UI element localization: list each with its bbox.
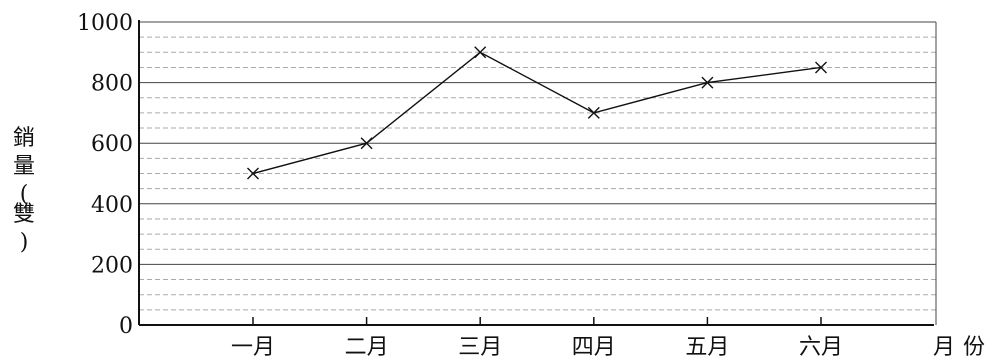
data-point-marker (701, 76, 714, 89)
x-tick-label: 六月 (799, 335, 843, 359)
x-tick-label: 一月 (231, 335, 275, 359)
y-axis-title: 銷量(雙) (13, 126, 35, 255)
y-tick-labels: 0 200 400 600 800 1000 (77, 11, 133, 339)
data-point-marker (360, 137, 373, 150)
x-tick-labels: 一月 二月 三月 四月 五月 六月 (231, 317, 843, 359)
series (247, 46, 827, 180)
y-tick-label: 800 (91, 72, 133, 97)
data-point-marker (247, 167, 259, 180)
x-tick-label: 五月 (685, 335, 729, 359)
series-line (252, 51, 822, 175)
y-tick-label: 0 (119, 314, 133, 339)
data-point-marker (587, 106, 600, 119)
x-tick-label: 二月 (345, 335, 389, 359)
y-tick-label: 400 (91, 193, 133, 218)
data-point-marker (815, 61, 827, 74)
data-point-marker (474, 46, 487, 59)
y-tick-label: 1000 (77, 11, 133, 36)
axis-titles: 月份 銷量(雙) (13, 126, 993, 359)
y-tick-label: 200 (91, 253, 133, 278)
x-tick-label: 三月 (458, 335, 502, 359)
x-axis-title: 月份 (933, 335, 993, 359)
y-tick-label: 600 (91, 132, 133, 157)
axes (138, 20, 934, 326)
x-tick-label: 四月 (572, 335, 616, 359)
